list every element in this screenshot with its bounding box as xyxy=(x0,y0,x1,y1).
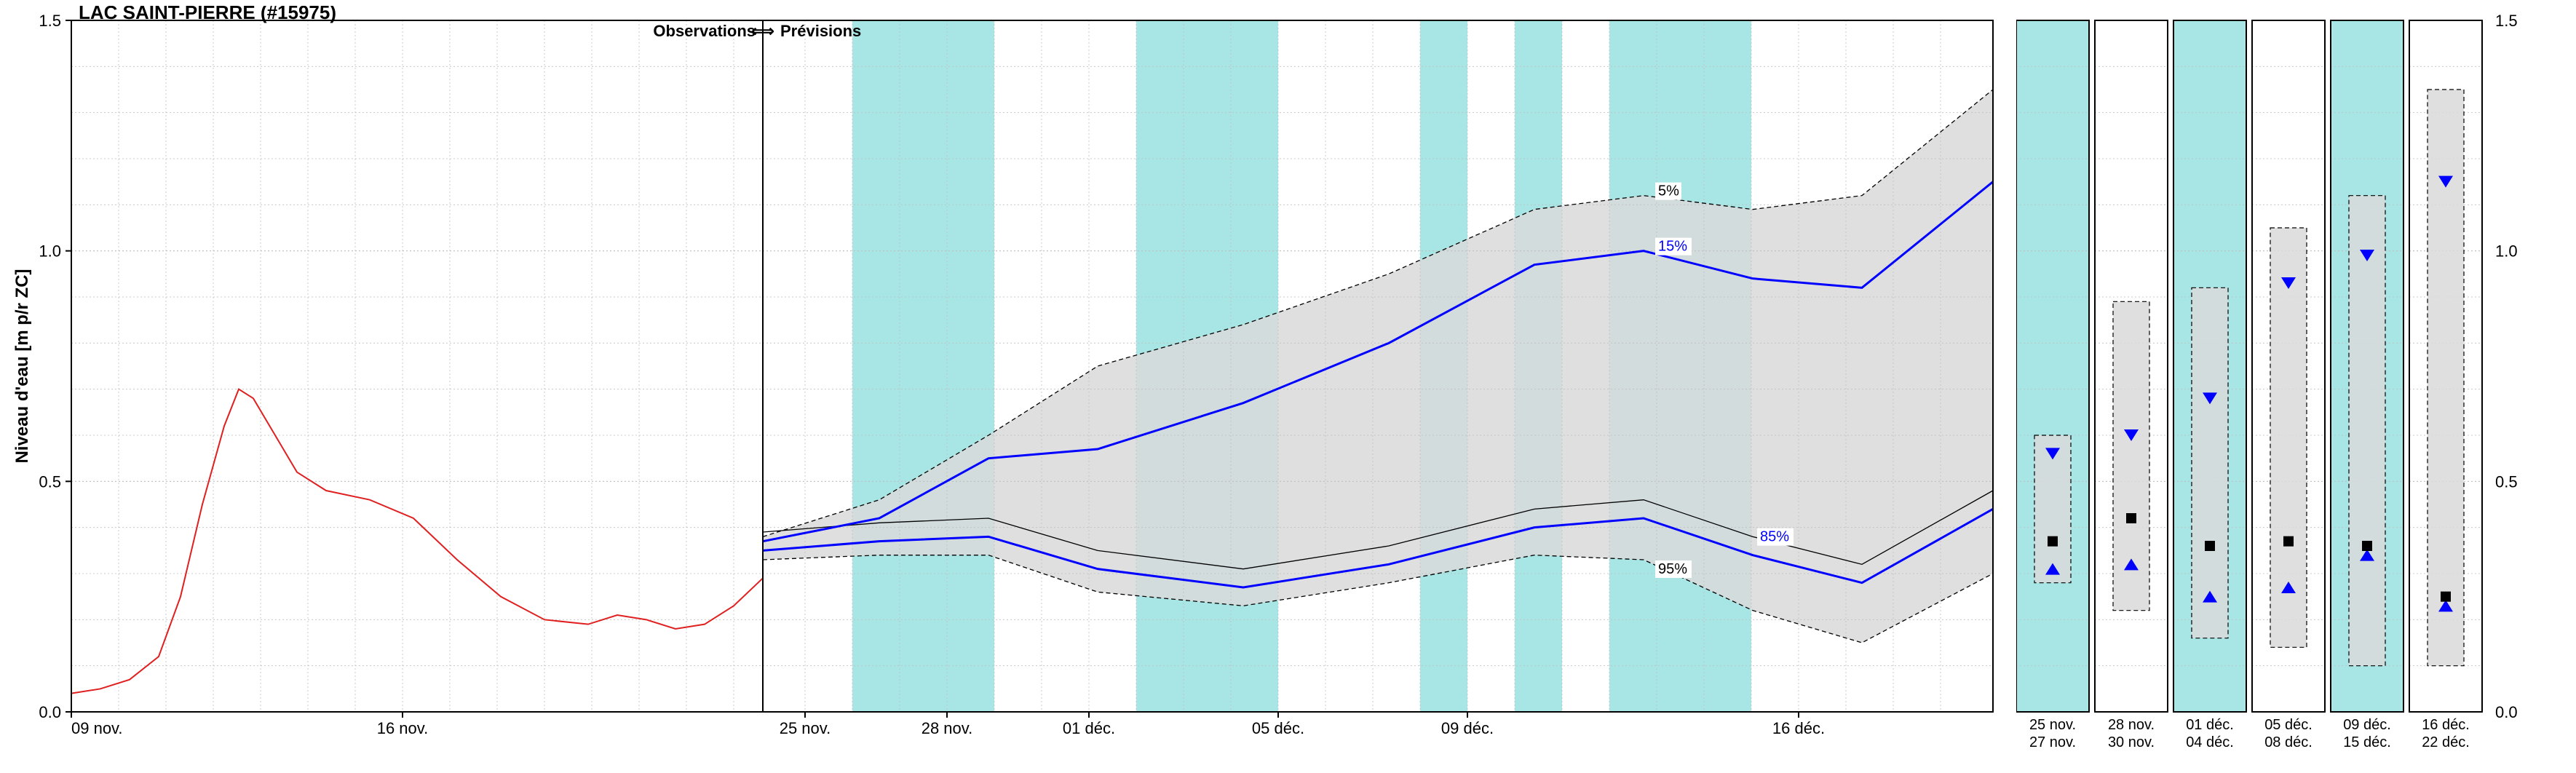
summary-date-top: 16 déc. xyxy=(2422,717,2470,733)
y-tick-label: 0.0 xyxy=(39,703,61,721)
x-tick-label: 25 nov. xyxy=(780,719,831,737)
summary-panels: 25 nov.27 nov. 28 nov.30 nov. 01 déc.04 dé… xyxy=(2016,6,2532,763)
observed-line xyxy=(71,389,763,694)
y-tick-label-right: 1.0 xyxy=(2495,242,2518,261)
chart-title: LAC SAINT-PIERRE (#15975) xyxy=(79,6,336,23)
x-tick-label: 28 nov. xyxy=(922,719,973,737)
summary-date-bot: 27 nov. xyxy=(2029,734,2076,750)
percentile-label: 95% xyxy=(1658,561,1687,577)
y-tick-label-right: 0.0 xyxy=(2495,703,2518,721)
mean-marker-icon xyxy=(2283,536,2294,547)
y-tick-label: 0.5 xyxy=(39,472,61,491)
summary-date-bot: 15 déc. xyxy=(2343,734,2391,750)
mean-marker-icon xyxy=(2048,536,2058,547)
summary-date-top: 01 déc. xyxy=(2186,717,2234,733)
summary-date-top: 05 déc. xyxy=(2264,717,2313,733)
y-tick-label: 1.0 xyxy=(39,242,61,261)
percentile-label: 85% xyxy=(1760,529,1789,545)
summary-bg xyxy=(2016,20,2089,712)
x-tick-label: 09 déc. xyxy=(1441,719,1494,737)
summary-date-bot: 22 déc. xyxy=(2422,734,2470,750)
summary-box xyxy=(2192,288,2228,638)
main-chart: 5% 15% 85% 95% 0.0 0.5 1.0 1.5 09 nov. 16 nov. 25 … xyxy=(6,6,2008,756)
summary-date-top: 25 nov. xyxy=(2029,717,2076,733)
x-tick-label: 01 déc. xyxy=(1063,719,1115,737)
summary-date-top: 28 nov. xyxy=(2108,717,2155,733)
x-tick-label: 16 nov. xyxy=(377,719,429,737)
x-tick-label: 05 déc. xyxy=(1252,719,1304,737)
summary-box xyxy=(2349,196,2385,666)
summary-date-top: 09 déc. xyxy=(2343,717,2391,733)
x-tick-label: 16 déc. xyxy=(1772,719,1825,737)
observations-label: Observations xyxy=(653,22,756,40)
obs-prev-arrow-icon: ⟺ xyxy=(751,22,774,40)
y-tick-label-right: 0.5 xyxy=(2495,472,2518,491)
x-tick-label: 09 nov. xyxy=(71,719,123,737)
summary-date-bot: 04 déc. xyxy=(2186,734,2234,750)
summary-date-bot: 30 nov. xyxy=(2108,734,2155,750)
y-axis-label: Niveau d'eau [m p/r ZC] xyxy=(12,269,32,463)
y-tick-label: 1.5 xyxy=(39,12,61,30)
y-tick-label-right: 1.5 xyxy=(2495,12,2518,30)
weekend-band xyxy=(852,20,994,712)
mean-marker-icon xyxy=(2362,541,2372,551)
summary-date-bot: 08 déc. xyxy=(2264,734,2313,750)
previsions-label: Prévisions xyxy=(780,22,861,40)
mean-marker-icon xyxy=(2126,513,2136,523)
percentile-label: 15% xyxy=(1658,239,1687,255)
mean-marker-icon xyxy=(2441,592,2451,602)
mean-marker-icon xyxy=(2205,541,2215,551)
percentile-label: 5% xyxy=(1658,183,1679,199)
